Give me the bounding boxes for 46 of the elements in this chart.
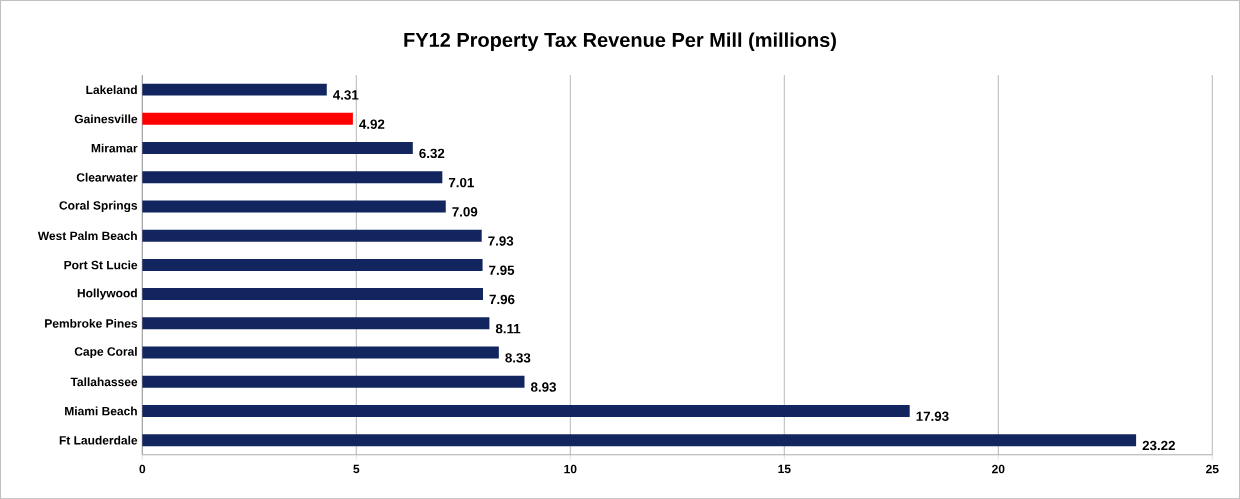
bar [142, 317, 490, 330]
data-label: 7.09 [452, 207, 478, 217]
data-label: 8.93 [530, 382, 557, 392]
y-tick-label: Gainesville [74, 114, 138, 124]
x-tick-label: 5 [353, 464, 360, 474]
bar [142, 258, 483, 271]
data-label: 6.32 [419, 148, 445, 159]
y-tick-label: West Palm Beach [37, 231, 137, 241]
data-label: 4.92 [359, 119, 385, 129]
y-tick-label: Port St Lucie [64, 260, 138, 270]
bar [142, 434, 1137, 447]
bar [142, 375, 525, 388]
data-label: 17.93 [916, 411, 949, 421]
data-label: 8.33 [505, 353, 531, 363]
y-tick-label: Cape Coral [74, 346, 137, 359]
bar [142, 141, 413, 154]
x-tick-label: 25 [1206, 464, 1219, 474]
y-tick-label: Ft Lauderdale [59, 435, 138, 445]
data-label: 7.01 [448, 177, 474, 188]
bar [142, 171, 443, 184]
data-label: 4.31 [333, 90, 359, 100]
bar [142, 288, 483, 301]
bar [142, 112, 353, 125]
data-label: 7.96 [489, 294, 515, 305]
y-tick-label: Lakeland [86, 85, 137, 94]
y-tick-label: Hollywood [77, 288, 137, 300]
y-tick-label: Pembroke Pines [45, 318, 138, 328]
y-tick-label: Miramar [91, 143, 138, 153]
bar [142, 200, 446, 213]
x-tick-label: 10 [564, 464, 577, 474]
bar [142, 346, 499, 359]
bar [142, 83, 327, 96]
y-tick-label: Coral Springs [59, 200, 138, 213]
bar [142, 229, 482, 242]
bar [142, 404, 910, 417]
chart-title: FY12 Property Tax Revenue Per Mill (millions) [404, 32, 836, 51]
x-tick-label: 15 [778, 464, 791, 474]
x-tick-label: 0 [139, 464, 146, 474]
y-tick-label: Tallahassee [70, 377, 138, 387]
y-tick-label: Clearwater [76, 172, 138, 182]
x-tick-label: 20 [992, 464, 1005, 474]
data-label: 7.95 [489, 265, 515, 275]
data-label: 8.11 [495, 323, 521, 334]
data-label: 7.93 [488, 236, 514, 246]
y-tick-label: Miami Beach [65, 406, 137, 416]
data-label: 23.22 [1142, 440, 1175, 451]
